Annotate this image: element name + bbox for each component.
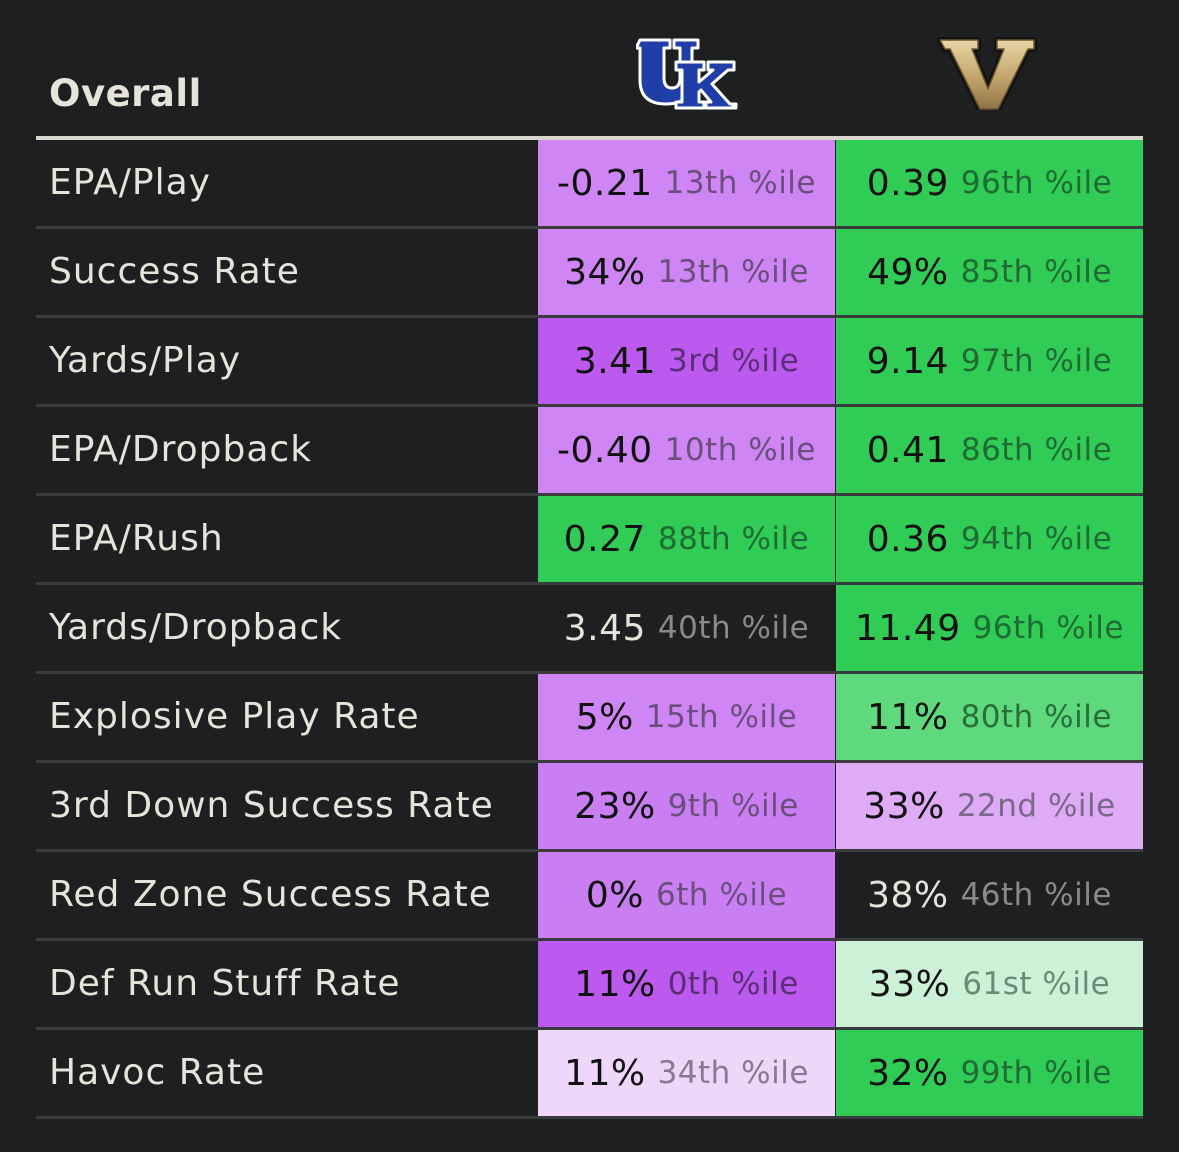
stat-value: 32% xyxy=(867,1052,949,1094)
percentile-label: 61st %ile xyxy=(962,966,1111,1002)
metric-label: Yards/Play xyxy=(49,340,242,381)
stat-value: 11% xyxy=(564,1052,646,1094)
metric-label: Red Zone Success Rate xyxy=(49,874,492,915)
vanderbilt-stat-cell: 0.41 86th %ile xyxy=(836,407,1143,493)
stat-value: 0.36 xyxy=(866,518,949,560)
metric-label: EPA/Rush xyxy=(49,518,224,559)
percentile-label: 40th %ile xyxy=(657,610,810,646)
stat-value: 34% xyxy=(564,251,646,293)
kentucky-stat-cell: -0.40 10th %ile xyxy=(538,407,835,493)
metric-label: EPA/Dropback xyxy=(49,429,313,470)
kentucky-stat-cell: -0.21 13th %ile xyxy=(538,140,835,226)
stat-value: 0% xyxy=(585,874,644,916)
metric-label: Success Rate xyxy=(49,251,300,292)
percentile-label: 3rd %ile xyxy=(667,343,800,379)
stats-table: EPA/Play -0.21 13th %ile 0.39 96th %ile Succe… xyxy=(36,140,1143,1119)
stat-value: 5% xyxy=(575,696,634,738)
stat-value: 0.27 xyxy=(563,518,646,560)
stat-value: -0.21 xyxy=(556,162,653,204)
kentucky-stat-cell: 0.27 88th %ile xyxy=(538,496,835,582)
table-row: Yards/Dropback 3.45 40th %ile 11.49 96th %il… xyxy=(36,585,1143,674)
stat-value: 3.45 xyxy=(563,607,646,649)
metric-label: Explosive Play Rate xyxy=(49,696,420,737)
kentucky-stat-cell: 11% 0th %ile xyxy=(538,941,835,1027)
vanderbilt-v-logo-icon xyxy=(937,37,1037,110)
vanderbilt-stat-cell: 0.36 94th %ile xyxy=(836,496,1143,582)
percentile-label: 85th %ile xyxy=(960,254,1112,290)
percentile-label: 10th %ile xyxy=(664,432,816,468)
percentile-label: 34th %ile xyxy=(657,1055,809,1091)
percentile-label: 6th %ile xyxy=(655,877,788,913)
percentile-label: 96th %ile xyxy=(960,165,1113,201)
stat-value: 33% xyxy=(868,963,951,1005)
percentile-label: 96th %ile xyxy=(972,610,1124,646)
stat-value: 49% xyxy=(867,251,949,293)
vanderbilt-stat-cell: 33% 22nd %ile xyxy=(836,763,1143,849)
table-row: Explosive Play Rate 5% 15th %ile 11% 80th %i… xyxy=(36,674,1143,763)
stat-value: 9.14 xyxy=(866,340,949,382)
percentile-label: 94th %ile xyxy=(960,521,1113,557)
vanderbilt-stat-cell: 49% 85th %ile xyxy=(836,229,1143,315)
vanderbilt-stat-cell: 9.14 97th %ile xyxy=(836,318,1143,404)
table-row: Yards/Play 3.41 3rd %ile 9.14 97th %ile xyxy=(36,318,1143,407)
percentile-label: 97th %ile xyxy=(960,343,1113,379)
vanderbilt-stat-cell: 11.49 96th %ile xyxy=(836,585,1143,671)
metric-label: Havoc Rate xyxy=(49,1052,266,1093)
table-row: Def Run Stuff Rate 11% 0th %ile 33% 61st %il… xyxy=(36,941,1143,1030)
percentile-label: 86th %ile xyxy=(960,432,1113,468)
table-row: EPA/Rush 0.27 88th %ile 0.36 94th %ile xyxy=(36,496,1143,585)
stat-value: 33% xyxy=(863,785,945,827)
table-header: Overall xyxy=(36,0,1143,137)
kentucky-uk-logo-icon xyxy=(636,38,738,110)
vanderbilt-stat-cell: 38% 46th %ile xyxy=(836,852,1143,938)
percentile-label: 88th %ile xyxy=(657,521,810,557)
stat-value: 23% xyxy=(574,785,656,827)
vanderbilt-stat-cell: 32% 99th %ile xyxy=(836,1030,1143,1116)
stat-value: 11% xyxy=(867,696,949,738)
kentucky-stat-cell: 23% 9th %ile xyxy=(538,763,835,849)
table-row: Red Zone Success Rate 0% 6th %ile 38% 46th %… xyxy=(36,852,1143,941)
percentile-label: 13th %ile xyxy=(664,165,816,201)
percentile-label: 0th %ile xyxy=(667,966,799,1002)
vanderbilt-stat-cell: 11% 80th %ile xyxy=(836,674,1143,760)
table-row: Success Rate 34% 13th %ile 49% 85th %ile xyxy=(36,229,1143,318)
percentile-label: 80th %ile xyxy=(960,699,1112,735)
percentile-label: 15th %ile xyxy=(645,699,798,735)
section-title: Overall xyxy=(49,72,202,115)
table-row: EPA/Play -0.21 13th %ile 0.39 96th %ile xyxy=(36,140,1143,229)
stat-value: 0.39 xyxy=(866,162,949,204)
kentucky-stat-cell: 5% 15th %ile xyxy=(538,674,835,760)
metric-label: EPA/Play xyxy=(49,162,211,203)
header-divider xyxy=(36,136,1143,140)
metric-label: 3rd Down Success Rate xyxy=(49,785,494,826)
stat-value: 11% xyxy=(574,963,656,1005)
kentucky-stat-cell: 0% 6th %ile xyxy=(538,852,835,938)
metric-label: Def Run Stuff Rate xyxy=(49,963,401,1004)
stat-value: 38% xyxy=(867,874,949,916)
table-row: Havoc Rate 11% 34th %ile 32% 99th %ile xyxy=(36,1030,1143,1119)
stat-value: 11.49 xyxy=(855,607,961,649)
percentile-label: 9th %ile xyxy=(667,788,799,824)
vanderbilt-stat-cell: 33% 61st %ile xyxy=(836,941,1143,1027)
kentucky-stat-cell: 3.45 40th %ile xyxy=(538,585,835,671)
vanderbilt-stat-cell: 0.39 96th %ile xyxy=(836,140,1143,226)
table-row: EPA/Dropback -0.40 10th %ile 0.41 86th %ile xyxy=(36,407,1143,496)
table-row: 3rd Down Success Rate 23% 9th %ile 33% 22nd … xyxy=(36,763,1143,852)
percentile-label: 99th %ile xyxy=(960,1055,1112,1091)
metric-label: Yards/Dropback xyxy=(49,607,343,648)
percentile-label: 46th %ile xyxy=(960,877,1112,913)
stat-value: -0.40 xyxy=(556,429,653,471)
kentucky-stat-cell: 3.41 3rd %ile xyxy=(538,318,835,404)
percentile-label: 13th %ile xyxy=(657,254,809,290)
kentucky-stat-cell: 11% 34th %ile xyxy=(538,1030,835,1116)
percentile-label: 22nd %ile xyxy=(956,788,1116,824)
kentucky-stat-cell: 34% 13th %ile xyxy=(538,229,835,315)
stat-value: 0.41 xyxy=(866,429,949,471)
stat-value: 3.41 xyxy=(573,340,656,382)
